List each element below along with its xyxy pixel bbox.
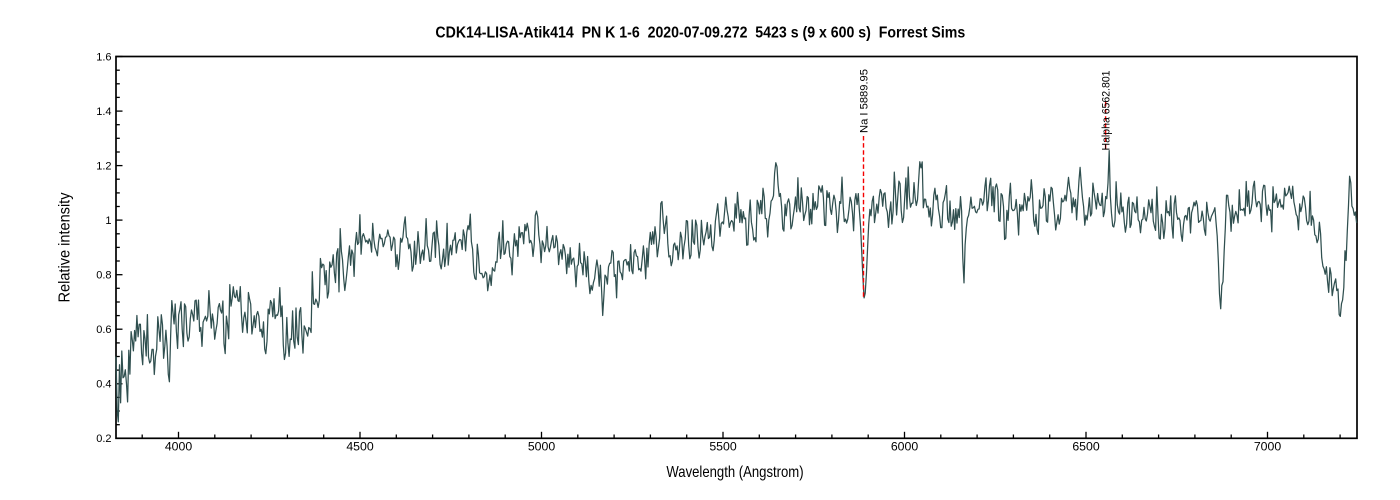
svg-text:0.8: 0.8 (96, 270, 111, 282)
svg-text:0.2: 0.2 (96, 433, 111, 445)
svg-text:Halpha 6562.801: Halpha 6562.801 (1100, 71, 1112, 151)
svg-text:5500: 5500 (709, 440, 737, 454)
svg-text:4500: 4500 (346, 440, 374, 454)
svg-text:CDK14-LISA-Atik414 PN K 1-6: CDK14-LISA-Atik414 PN K 1-6 2020-07-09.2… (435, 25, 965, 42)
svg-text:1: 1 (105, 215, 111, 227)
svg-text:7000: 7000 (1254, 440, 1282, 454)
svg-text:0.4: 0.4 (96, 379, 111, 391)
svg-text:5000: 5000 (528, 440, 556, 454)
svg-text:4000: 4000 (165, 440, 193, 454)
svg-text:1.6: 1.6 (96, 51, 111, 63)
svg-text:Relative intensity: Relative intensity (57, 193, 74, 303)
svg-text:1.2: 1.2 (96, 161, 111, 173)
svg-text:Na I 5889.95: Na I 5889.95 (858, 69, 870, 133)
svg-text:1.4: 1.4 (96, 106, 111, 118)
svg-text:0.6: 0.6 (96, 324, 111, 336)
svg-text:6000: 6000 (891, 440, 919, 454)
svg-text:6500: 6500 (1072, 440, 1100, 454)
svg-text:Wavelength (Angstrom): Wavelength (Angstrom) (666, 464, 803, 481)
